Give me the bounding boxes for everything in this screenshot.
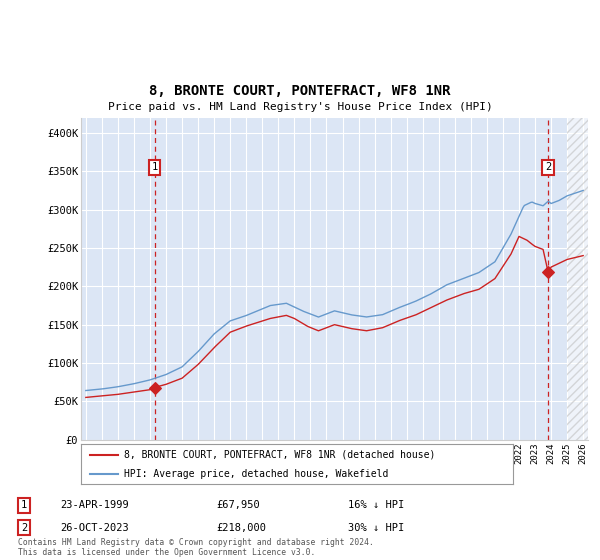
Text: 2: 2 <box>21 522 27 533</box>
Text: 1: 1 <box>21 500 27 510</box>
Text: £218,000: £218,000 <box>216 522 266 533</box>
Text: 8, BRONTE COURT, PONTEFRACT, WF8 1NR (detached house): 8, BRONTE COURT, PONTEFRACT, WF8 1NR (de… <box>124 450 436 460</box>
Text: 8, BRONTE COURT, PONTEFRACT, WF8 1NR: 8, BRONTE COURT, PONTEFRACT, WF8 1NR <box>149 84 451 98</box>
Text: 26-OCT-2023: 26-OCT-2023 <box>60 522 129 533</box>
Point <box>150 383 160 392</box>
Text: 2: 2 <box>545 162 551 172</box>
Text: £67,950: £67,950 <box>216 500 260 510</box>
Text: 30% ↓ HPI: 30% ↓ HPI <box>348 522 404 533</box>
Text: 23-APR-1999: 23-APR-1999 <box>60 500 129 510</box>
Text: 16% ↓ HPI: 16% ↓ HPI <box>348 500 404 510</box>
Text: 1: 1 <box>152 162 158 172</box>
Bar <box>567 118 599 440</box>
Text: Contains HM Land Registry data © Crown copyright and database right 2024.
This d: Contains HM Land Registry data © Crown c… <box>18 538 374 557</box>
Point <box>544 268 553 277</box>
Text: Price paid vs. HM Land Registry's House Price Index (HPI): Price paid vs. HM Land Registry's House … <box>107 102 493 112</box>
Text: HPI: Average price, detached house, Wakefield: HPI: Average price, detached house, Wake… <box>124 469 389 479</box>
